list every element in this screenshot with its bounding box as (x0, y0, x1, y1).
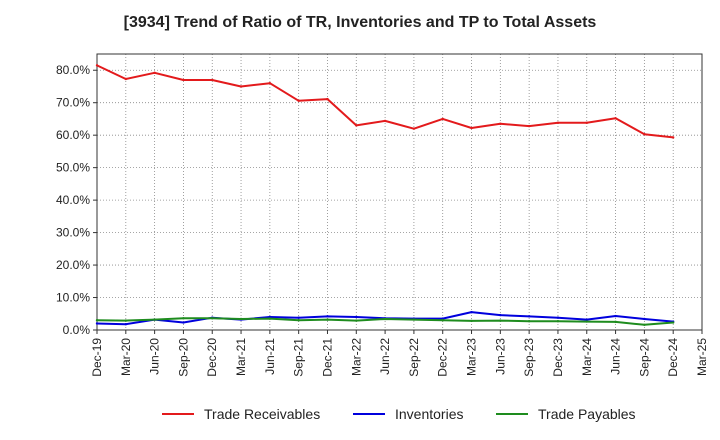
x-tick-label: Jun-20 (148, 338, 162, 375)
data-point-inventories (297, 316, 300, 319)
x-tick-label: Dec-20 (205, 338, 219, 377)
data-point-trade-receivables (383, 119, 387, 123)
data-point-inventories (499, 313, 502, 317)
data-point-inventories (643, 317, 646, 321)
data-point-trade-receivables (182, 78, 185, 82)
data-point-trade-payables (527, 320, 531, 323)
data-point-trade-payables (643, 323, 646, 327)
x-tick-label: Sep-24 (637, 338, 651, 377)
data-point-trade-receivables (643, 133, 646, 136)
data-point-trade-payables (326, 318, 329, 321)
y-tick-label: 30.0% (56, 226, 90, 240)
data-point-trade-receivables (95, 64, 99, 67)
grid-lines (96, 54, 703, 331)
data-point-trade-payables (585, 320, 588, 323)
data-point-trade-payables (470, 319, 473, 323)
y-tick-label: 80.0% (56, 63, 90, 77)
y-tick-label: 70.0% (56, 96, 90, 110)
data-point-inventories (470, 310, 473, 314)
data-point-trade-receivables (441, 117, 444, 121)
data-point-trade-payables (499, 319, 502, 322)
data-point-trade-receivables (470, 126, 473, 130)
data-point-trade-payables (671, 321, 675, 324)
data-point-trade-payables (268, 317, 272, 320)
x-tick-label: Mar-23 (465, 338, 479, 376)
y-tick-labels: 0.0% 10.0% 20.0% 30.0% 40.0% 50.0% 60.0% 70.0% 8… (56, 63, 97, 337)
data-point-inventories (585, 318, 588, 321)
y-tick-label: 10.0% (56, 291, 90, 305)
data-point-trade-receivables (211, 78, 214, 82)
y-tick-label: 40.0% (56, 193, 90, 207)
data-point-trade-payables (239, 317, 243, 321)
data-point-trade-receivables (268, 82, 272, 85)
data-point-trade-receivables (124, 77, 128, 81)
x-tick-label: Dec-19 (90, 338, 104, 377)
x-tick-label: Jun-23 (493, 338, 507, 375)
data-point-inventories (527, 315, 531, 318)
data-point-trade-receivables (527, 124, 531, 128)
data-point-trade-receivables (499, 122, 502, 126)
data-point-trade-payables (153, 318, 156, 321)
x-tick-label: Dec-23 (551, 338, 565, 377)
y-tick-label: 20.0% (56, 258, 90, 272)
x-tick-labels: Dec-19 Mar-20 Jun-20 Sep-20 Dec-20 Mar-21 Jun-… (90, 330, 709, 377)
legend-label-trade-receivables: Trade Receivables (204, 406, 320, 422)
data-point-trade-payables (124, 319, 128, 322)
data-point-trade-payables (441, 319, 444, 322)
legend: Trade Receivables Inventories Trade Payabl… (162, 406, 636, 422)
data-point-inventories (355, 315, 358, 319)
data-point-trade-receivables (412, 127, 416, 130)
legend-label-trade-payables: Trade Payables (538, 406, 636, 422)
x-tick-label: Dec-22 (436, 338, 450, 377)
x-tick-label: Jun-21 (263, 338, 277, 375)
x-tick-label: Mar-22 (349, 338, 363, 376)
data-point-trade-receivables (671, 136, 675, 139)
data-point-trade-payables (412, 318, 416, 321)
data-point-inventories (326, 315, 329, 318)
data-point-trade-receivables (355, 124, 358, 127)
data-point-trade-payables (355, 319, 358, 322)
x-tick-label: Jun-24 (609, 338, 623, 375)
data-point-inventories (556, 316, 560, 319)
data-point-trade-payables (95, 319, 99, 322)
data-point-inventories (95, 322, 99, 325)
x-tick-label: Mar-25 (695, 338, 709, 376)
chart-title: [3934] Trend of Ratio of TR, Inventories… (123, 14, 597, 31)
data-point-trade-payables (182, 317, 185, 320)
x-tick-label: Mar-24 (580, 338, 594, 376)
data-point-trade-receivables (297, 99, 300, 102)
data-point-trade-receivables (585, 121, 588, 125)
data-point-trade-receivables (614, 117, 617, 120)
data-point-trade-receivables (556, 121, 560, 125)
plot-frame (96, 53, 703, 331)
x-tick-label: Sep-22 (407, 338, 421, 377)
data-point-trade-receivables (239, 85, 243, 88)
data-point-inventories (124, 322, 128, 326)
y-tick-label: 50.0% (56, 161, 90, 175)
x-tick-label: Sep-23 (522, 338, 536, 377)
data-point-inventories (614, 314, 617, 318)
x-tick-label: Dec-21 (320, 338, 334, 377)
data-point-trade-payables (556, 320, 560, 323)
x-tick-label: Dec-24 (666, 338, 680, 377)
data-point-trade-payables (297, 319, 300, 322)
data-point-trade-receivables (326, 97, 329, 101)
x-tick-label: Mar-21 (234, 338, 248, 376)
series-lines (95, 64, 675, 327)
data-point-trade-payables (614, 320, 617, 324)
data-point-trade-payables (383, 317, 387, 321)
y-tick-label: 60.0% (56, 128, 90, 142)
x-tick-label: Sep-21 (292, 338, 306, 377)
data-point-trade-payables (211, 317, 214, 320)
data-point-trade-receivables (153, 71, 156, 75)
x-tick-label: Mar-20 (119, 338, 133, 376)
data-point-inventories (182, 321, 185, 324)
legend-label-inventories: Inventories (395, 406, 463, 422)
y-tick-label: 0.0% (63, 323, 91, 337)
x-tick-label: Jun-22 (378, 338, 392, 375)
x-tick-label: Sep-20 (176, 338, 190, 377)
